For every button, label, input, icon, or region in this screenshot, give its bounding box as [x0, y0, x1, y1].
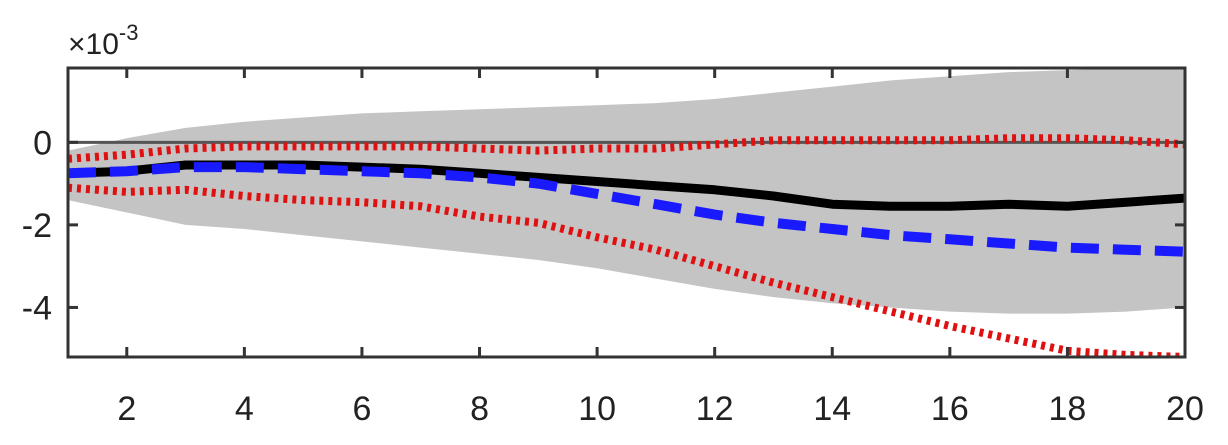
axes-frame: [66, 66, 1187, 359]
y-tick-label: -4: [22, 289, 52, 327]
axes: 2 4 6 8 10 12 14 16 18 20 0 -2 -4: [22, 66, 1204, 428]
x-tick-label: 14: [813, 390, 851, 428]
x-tick-label: 10: [578, 390, 616, 428]
x-tick-label: 16: [931, 390, 969, 428]
plot-area: [68, 68, 1185, 357]
series-line-dotted-2: [68, 134, 1185, 163]
exponent-label: ×10-3: [68, 20, 138, 61]
plot-inner: [68, 68, 1185, 357]
series-line-dotted-3: [68, 183, 1185, 357]
exponent-power: -3: [119, 20, 139, 45]
svg-text:×10-3: ×10-3: [68, 20, 138, 61]
series-line-dashed-1: [68, 162, 1185, 257]
x-tick-label: 18: [1049, 390, 1087, 428]
exponent-prefix: ×: [68, 28, 86, 61]
y-tick-label: -2: [22, 207, 52, 245]
x-tick-label: 2: [117, 390, 136, 428]
y-tick-label: 0: [33, 124, 52, 162]
x-tick-label: 8: [470, 390, 489, 428]
confidence-band: [68, 68, 1185, 314]
x-tick-label: 4: [235, 390, 254, 428]
x-tick-label: 6: [352, 390, 371, 428]
exponent-base: 10: [86, 28, 119, 61]
x-tick-label: 12: [696, 390, 734, 428]
x-tick-label: 20: [1166, 390, 1204, 428]
